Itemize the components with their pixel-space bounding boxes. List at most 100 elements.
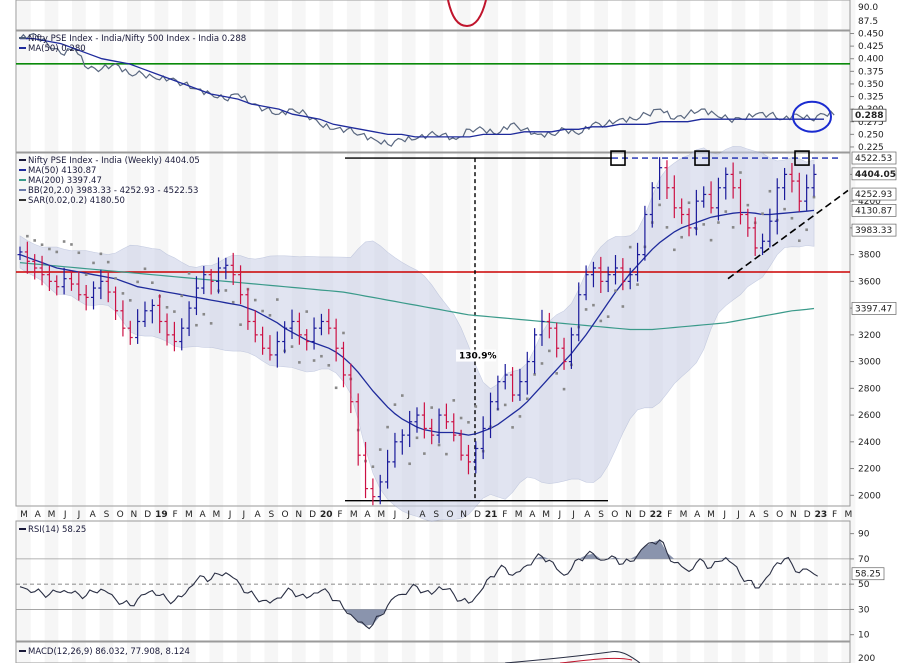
- sar-dot: [143, 267, 147, 271]
- sar-dot: [783, 207, 786, 211]
- x-axis-label: A: [90, 510, 97, 520]
- rsi-last-value-tag: [851, 567, 885, 581]
- ohlc-bar: [83, 284, 89, 311]
- x-axis-label: N: [460, 510, 467, 520]
- ohlc-bar: [583, 265, 589, 301]
- ohlc-bar: [436, 408, 442, 444]
- x-axis-label: J: [736, 510, 740, 520]
- ohlc-bar: [811, 164, 817, 197]
- sar-dot: [562, 387, 566, 391]
- sar-dot: [555, 372, 558, 375]
- sar-dot: [768, 189, 772, 193]
- sar-dot: [48, 247, 51, 251]
- x-axis-label: J: [558, 510, 562, 520]
- ohlc-bar: [774, 178, 780, 235]
- ohlc-bar: [54, 275, 60, 296]
- legend-label: Nifty PSE Index - India (Weekly) 4404.05: [28, 156, 200, 166]
- sar-dot: [268, 314, 272, 317]
- x-axis-label: O: [282, 510, 289, 520]
- sar-dot: [805, 228, 808, 232]
- ohlc-bar: [296, 312, 302, 345]
- ohlc-bar: [392, 432, 398, 468]
- price-tag-box: [851, 302, 897, 315]
- legend-label: SAR(0.02,0.2) 4180.50: [28, 196, 125, 206]
- top-ytick-label: 90.0: [858, 3, 878, 13]
- x-axis-label: 22: [650, 510, 663, 520]
- sar-dot: [599, 319, 603, 323]
- x-axis-label: J: [571, 510, 575, 520]
- ohlc-bar: [208, 269, 214, 295]
- ohlc-bar: [480, 416, 486, 460]
- sar-dot: [437, 443, 441, 447]
- rsi-ytick-label: 30: [858, 605, 870, 615]
- x-axis-label: J: [63, 510, 67, 520]
- x-axis-label: A: [584, 510, 591, 520]
- rsi-ytick-label: 90: [858, 530, 870, 540]
- ohlc-bar: [546, 312, 552, 339]
- sar-dot: [658, 203, 661, 207]
- sar-dot: [261, 309, 264, 313]
- x-axis-label: A: [35, 510, 42, 520]
- ohlc-bar: [767, 208, 773, 248]
- price-ytick-label: 2200: [858, 465, 881, 475]
- x-axis-label: M: [20, 510, 28, 520]
- ohlc-bar: [782, 167, 788, 201]
- ohlc-bar: [745, 208, 751, 237]
- sar-dot: [187, 272, 191, 275]
- ratio-ytick-label: 0.375: [858, 67, 884, 77]
- sar-dot: [702, 223, 706, 226]
- ohlc-bar: [561, 337, 567, 370]
- sar-dot: [525, 397, 529, 401]
- x-axis-label: O: [611, 510, 618, 520]
- ohlc-bar: [407, 410, 413, 448]
- sar-dot: [518, 415, 522, 418]
- ohlc-bar: [289, 309, 295, 339]
- ratio-ytick-label: 0.225: [858, 143, 884, 153]
- ohlc-bar: [679, 198, 685, 224]
- ratio-ytick-label: 0.425: [858, 42, 884, 52]
- x-axis-label: N: [625, 510, 632, 520]
- sar-dot: [761, 212, 764, 216]
- x-axis-label: M: [212, 510, 220, 520]
- price-tag-label: 4404.05: [855, 170, 896, 180]
- ohlc-bar: [693, 189, 699, 236]
- ohlc-bar: [318, 313, 324, 336]
- sar-dot: [739, 171, 742, 174]
- x-axis-label: A: [529, 510, 536, 520]
- price-ytick-label: 3800: [858, 251, 881, 261]
- sar-dot: [55, 250, 59, 254]
- sar-dot: [614, 289, 617, 293]
- ohlc-bar: [267, 335, 273, 361]
- ohlc-bar: [701, 186, 707, 208]
- x-axis-label: J: [77, 510, 81, 520]
- sar-dot: [136, 280, 139, 284]
- ohlc-bar: [473, 441, 479, 474]
- x-axis-label: M: [707, 510, 715, 520]
- ohlc-bar: [451, 413, 457, 442]
- sar-dot: [320, 354, 323, 358]
- month-band: [786, 0, 801, 663]
- x-axis-label: A: [694, 510, 701, 520]
- macd-ytick-label: 200: [858, 654, 875, 663]
- sar-dot: [665, 226, 669, 229]
- ohlc-bar: [568, 327, 574, 369]
- sar-dot: [276, 298, 279, 301]
- sar-dot: [459, 416, 463, 420]
- ratio-ytick-label: 0.275: [858, 118, 884, 128]
- sar-dot: [99, 252, 103, 256]
- sar-dot: [84, 273, 88, 276]
- x-axis-label: S: [433, 510, 439, 520]
- sar-dot: [40, 243, 44, 247]
- x-axis-label: N: [790, 510, 797, 520]
- ratio-last-value-tag: [851, 108, 887, 122]
- sar-dot: [790, 216, 794, 220]
- legend-label: MACD(12,26,9) 86.032, 77.908, 8.124: [28, 647, 190, 657]
- ohlc-bar: [657, 157, 663, 200]
- ohlc-bar: [223, 257, 229, 280]
- ohlc-bar: [311, 317, 317, 350]
- ohlc-bar: [68, 270, 74, 291]
- ratio-ytick-label: 0.350: [858, 80, 884, 90]
- sar-dot: [165, 306, 169, 309]
- sar-dot: [408, 462, 411, 466]
- ohlc-bar: [488, 392, 494, 439]
